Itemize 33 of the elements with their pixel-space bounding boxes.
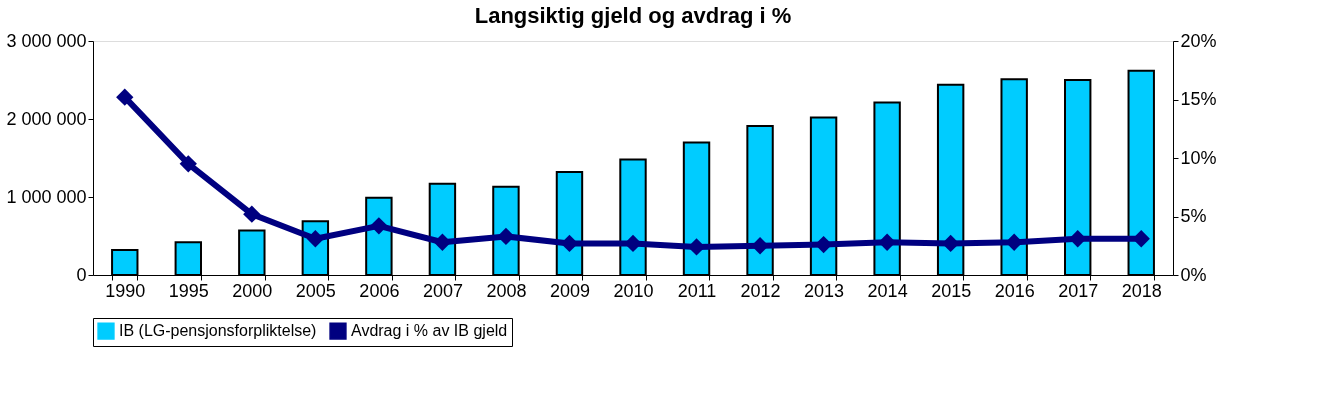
point bbox=[116, 88, 134, 106]
legend-label: Avdrag i % av IB gjeld bbox=[351, 322, 508, 340]
y-tick-label: 3 000 000 bbox=[6, 30, 87, 51]
y2-tick-label: 0% bbox=[1180, 264, 1207, 285]
x-tick-label: 2012 bbox=[740, 280, 781, 301]
legend-label: IB (LG-pensjonsforpliktelse) bbox=[119, 322, 317, 340]
y-tick-label: 2 000 000 bbox=[6, 108, 87, 129]
y2-tick-label: 15% bbox=[1180, 89, 1217, 109]
x-tick-label: 2006 bbox=[359, 280, 400, 301]
x-tick-label: 2011 bbox=[677, 280, 717, 301]
point bbox=[179, 155, 197, 173]
x-tick-label: 2016 bbox=[994, 280, 1035, 301]
x-tick-label: 2000 bbox=[232, 280, 273, 301]
y-tick-label: 0 bbox=[76, 264, 87, 285]
x-tick-label: 2009 bbox=[549, 280, 590, 301]
point bbox=[243, 205, 261, 223]
x-tick-label: 2013 bbox=[804, 280, 845, 301]
x-tick-label: 2015 bbox=[931, 280, 972, 301]
point bbox=[370, 217, 388, 235]
chart-title: Langsiktig gjeld og avdrag i % bbox=[474, 3, 792, 28]
x-tick-label: 2014 bbox=[867, 280, 908, 301]
x-tick-label: 2008 bbox=[486, 280, 527, 301]
y2-tick-label: 10% bbox=[1180, 147, 1217, 168]
y-tick-label: 1 000 000 bbox=[6, 186, 87, 207]
x-tick-label: 2007 bbox=[422, 280, 463, 301]
x-tick-label: 2017 bbox=[1058, 280, 1099, 301]
y2-tick-label: 5% bbox=[1180, 206, 1207, 226]
x-tick-label: 1990 bbox=[105, 280, 146, 301]
x-tick-label: 2010 bbox=[613, 280, 654, 301]
x-tick-label: 1995 bbox=[168, 280, 209, 301]
x-tick-label: 2005 bbox=[295, 280, 336, 301]
y2-tick-label: 20% bbox=[1180, 30, 1217, 51]
x-tick-label: 2018 bbox=[1121, 280, 1162, 301]
